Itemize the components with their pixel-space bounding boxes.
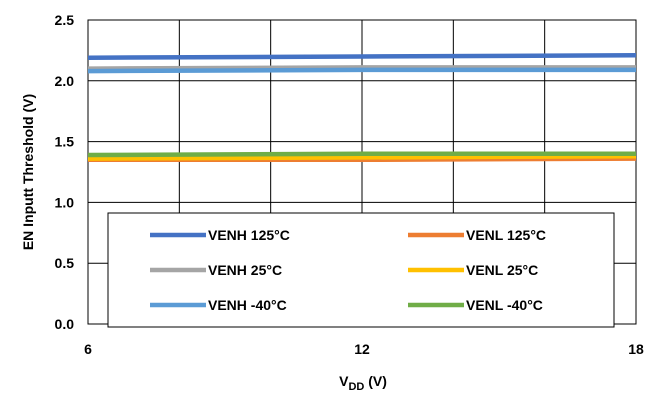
x-axis-title-unit: (V) [364, 373, 387, 389]
x-tick-labels: 6 12 18 [84, 341, 644, 357]
series-line-0 [87, 53, 637, 60]
x-tick-label-0: 6 [84, 341, 92, 357]
legend-label-4: VENH -40°C [208, 297, 287, 313]
y-tick-labels: 0.0 0.5 1.0 1.5 2.0 2.5 [55, 12, 75, 332]
y-tick-label-2: 1.0 [55, 194, 75, 210]
legend-label-2: VENH 25°C [208, 262, 282, 278]
y-tick-label-0: 0.0 [55, 316, 75, 332]
y-axis-title: EN Inputt Threshold (V) [20, 94, 36, 250]
x-tick-label-1: 12 [354, 341, 370, 357]
series-line-3 [87, 153, 637, 161]
legend-label-0: VENH 125°C [208, 227, 290, 243]
x-axis-title: VDD (V) [339, 373, 387, 393]
legend-label-5: VENL -40°C [466, 297, 543, 313]
x-axis-title-main: V [339, 373, 349, 389]
y-tick-label-1: 0.5 [55, 255, 75, 271]
y-tick-label-5: 2.5 [55, 12, 75, 28]
x-tick-label-2: 18 [628, 341, 644, 357]
legend-label-1: VENL 125°C [466, 227, 546, 243]
y-tick-label-4: 2.0 [55, 73, 75, 89]
y-tick-label-3: 1.5 [55, 134, 75, 150]
legend: VENH 125°C VENL 125°C VENH 25°C VENL 25°C VE… [107, 212, 615, 328]
legend-label-3: VENL 25°C [466, 262, 538, 278]
series-line-2 [87, 65, 636, 71]
series-lines [87, 53, 637, 163]
series-line-5 [87, 151, 636, 158]
x-axis-title-subscript: DD [348, 381, 364, 393]
series-line-4 [87, 67, 636, 74]
